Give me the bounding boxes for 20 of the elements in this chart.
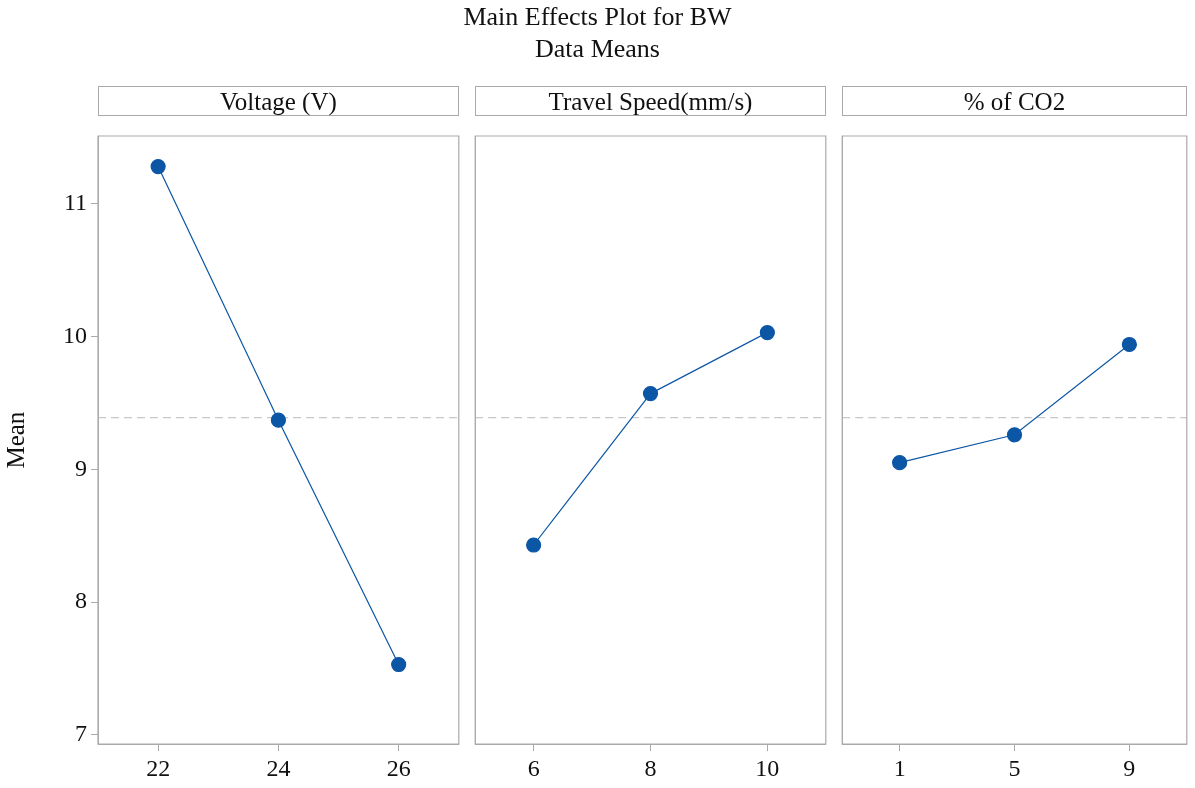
x-tick-label: 9 [1123, 754, 1136, 781]
x-axis-title: Travel Speed(mm/s) [475, 86, 826, 116]
x-axis-title: % of CO2 [842, 86, 1187, 116]
text: Main Effects Plot for BW [462, 2, 733, 32]
y-tick-label: 10 [63, 321, 87, 348]
x-axis-title: Voltage (V) [98, 86, 459, 116]
x-tick-label: 6 [527, 754, 540, 781]
x-tick-label: 22 [146, 754, 171, 781]
x-tick-label: 26 [386, 754, 411, 781]
y-axis-title: Mean [1, 411, 29, 469]
y-tick-label: 7 [75, 720, 87, 747]
x-tick-label: 24 [266, 754, 291, 781]
x-tick-label: 10 [755, 754, 780, 781]
x-tick-label: 5 [1008, 754, 1021, 781]
x-tick-label: 1 [893, 754, 906, 781]
y-tick-label: 9 [75, 454, 87, 481]
text: Data Means [534, 34, 661, 64]
y-tick-label: 11 [63, 189, 87, 216]
x-tick-label: 8 [644, 754, 657, 781]
y-tick-label: 8 [75, 587, 87, 614]
